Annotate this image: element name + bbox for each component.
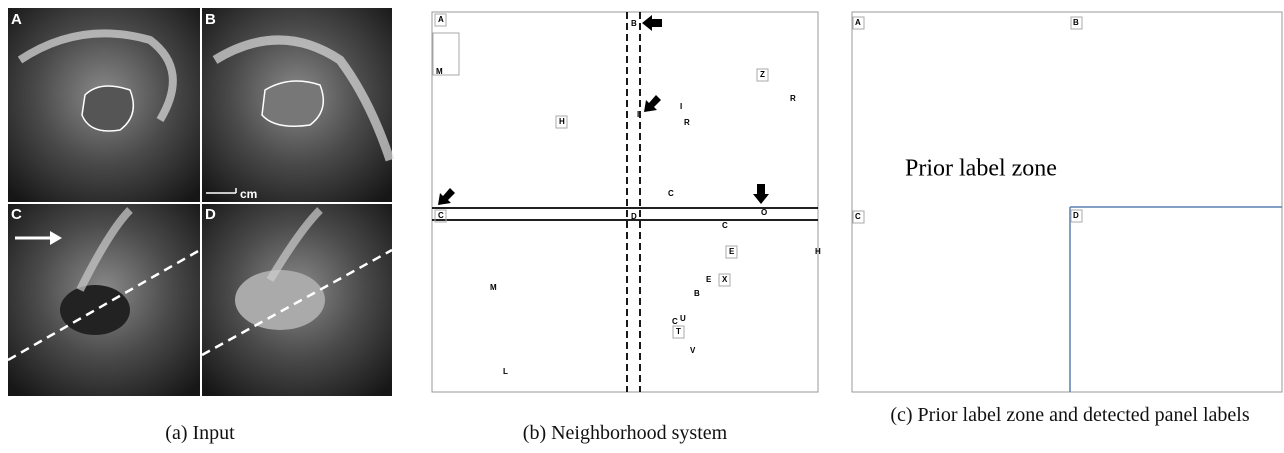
figure: cm A B C D ABMHIIRZRCOCDCEHMEXBCUTVL Pri… <box>0 0 1284 453</box>
panel-label: D <box>205 206 216 223</box>
panel-label: I <box>637 110 639 119</box>
contour <box>82 86 133 131</box>
panel-label: E <box>729 247 735 256</box>
panel-label: B <box>205 11 216 28</box>
panel-label: X <box>722 275 728 284</box>
panel-label: Z <box>760 70 765 79</box>
panel-label: O <box>761 208 767 217</box>
caption: (b) Neighborhood system <box>425 420 825 446</box>
panel-label: A <box>438 15 444 24</box>
panel-label: E <box>706 275 712 284</box>
panel-label: C <box>722 221 728 230</box>
panel-label: T <box>676 327 681 336</box>
caption: (c) Prior label zone and detected panel … <box>860 402 1280 428</box>
panel-label: H <box>559 117 565 126</box>
panel-label: M <box>490 283 497 292</box>
panel-label: H <box>815 247 821 256</box>
panel-label: A <box>855 18 861 27</box>
panel-label: C <box>438 211 444 220</box>
panel-label: B <box>694 289 700 298</box>
panel-label: C <box>11 206 22 223</box>
panel-label: D <box>1073 211 1079 220</box>
prior-zone-panel: Prior label zone A B C D <box>852 12 1282 392</box>
panel-label: D <box>631 212 637 221</box>
panel-label: C <box>672 317 678 326</box>
lesion <box>235 270 325 330</box>
zone-label: Prior label zone <box>905 156 1057 182</box>
panel-label: R <box>790 94 796 103</box>
contour <box>262 81 323 126</box>
lesion <box>60 285 130 335</box>
panel-label: B <box>631 19 637 28</box>
panel-label: B <box>1073 18 1079 27</box>
panel-label: U <box>680 314 686 323</box>
panel-label: V <box>690 346 696 355</box>
panel-label: I <box>680 102 682 111</box>
input-images: cm A B C D <box>8 8 392 396</box>
panel-label: C <box>668 189 674 198</box>
panel-label: M <box>436 67 443 76</box>
panel-label: A <box>11 11 22 28</box>
caption: (a) Input <box>0 420 400 446</box>
panel-label: R <box>684 118 690 127</box>
scale-label: cm <box>240 187 257 201</box>
panel-label: C <box>855 212 861 221</box>
panel-label: L <box>503 367 508 376</box>
frame <box>852 12 1282 392</box>
